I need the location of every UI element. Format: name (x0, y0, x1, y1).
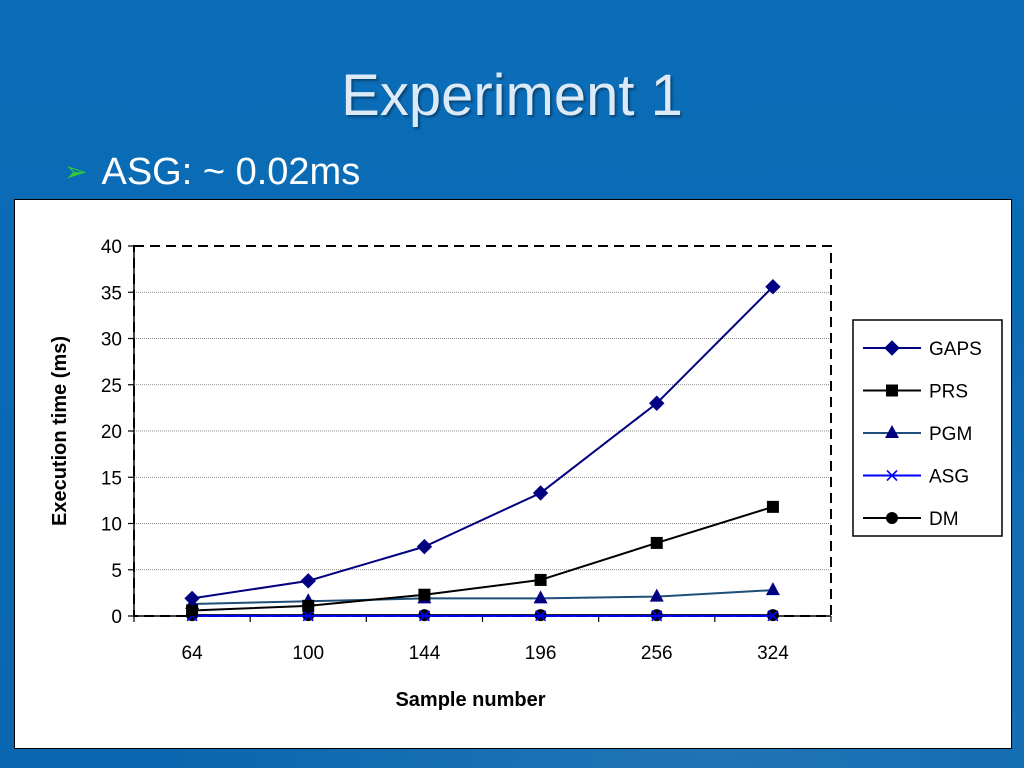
series-line-gaps (191, 285, 774, 600)
data-point-gaps (416, 538, 433, 555)
x-tick-label: 256 (641, 643, 673, 664)
y-tick-label: 40 (101, 237, 122, 258)
data-point-pgm (765, 582, 780, 596)
series-line-pgm (192, 589, 773, 605)
data-point-prs (186, 604, 199, 617)
data-point-pgm (649, 588, 664, 602)
y-tick-label: 20 (101, 422, 122, 443)
data-point-asg (418, 610, 430, 622)
legend-label-dm: DM (929, 509, 959, 530)
data-point-prs (534, 573, 547, 586)
y-tick-label: 0 (111, 607, 122, 628)
y-axis-title: Execution time (ms) (49, 336, 71, 526)
data-point-asg (535, 610, 547, 622)
y-tick-label: 25 (101, 376, 122, 397)
y-tick-label: 10 (101, 515, 122, 536)
data-point-gaps (532, 485, 549, 501)
data-point-asg (302, 610, 314, 622)
legend-marker-gaps (884, 340, 900, 356)
legend-marker-dm (886, 512, 898, 524)
chart-container: 0 5 10 15 20 25 30 35 40 64 100 144 196 256 324 Sample … (14, 199, 1012, 749)
data-point-gaps (300, 573, 316, 589)
bullet-text: ASG: ~ 0.02ms (101, 151, 361, 193)
data-point-prs (418, 588, 431, 601)
legend-marker-pgm (885, 425, 899, 438)
legend-marker-asg (886, 469, 898, 482)
x-tick-label: 196 (525, 643, 557, 664)
bullet-point: ➢ ASG: ~ 0.02ms (64, 146, 360, 198)
x-tick-label: 64 (182, 643, 204, 664)
data-point-pgm (533, 590, 548, 604)
legend-label-gaps: GAPS (929, 339, 982, 360)
x-tick-label: 100 (292, 643, 324, 664)
data-point-gaps (649, 395, 665, 411)
x-tick-label: 144 (409, 643, 441, 664)
data-point-prs (766, 500, 779, 513)
data-point-prs (650, 536, 663, 549)
data-point-gaps (765, 278, 781, 295)
legend-label-pgm: PGM (929, 424, 972, 445)
y-tick-label: 15 (101, 468, 122, 489)
line-chart: 0 5 10 15 20 25 30 35 40 64 100 144 196 256 324 Sample … (49, 237, 1003, 711)
legend-marker-prs (886, 384, 898, 397)
y-tick-label: 30 (101, 330, 122, 351)
x-axis-title: Sample number (395, 689, 545, 711)
data-point-asg (767, 610, 779, 622)
series-line-prs (192, 505, 774, 612)
slide-title: Experiment 1 (341, 63, 683, 128)
legend-label-prs: PRS (929, 382, 968, 403)
y-tick-label: 5 (111, 561, 122, 582)
data-point-gaps (184, 590, 200, 607)
data-point-asg (651, 610, 663, 622)
legend-label-asg: ASG (929, 467, 969, 488)
legend-box (852, 319, 1003, 537)
y-tick-label: 35 (101, 283, 122, 304)
data-point-prs (302, 599, 315, 612)
x-tick-label: 324 (757, 643, 789, 664)
arrow-bullet-icon: ➢ (64, 156, 88, 187)
